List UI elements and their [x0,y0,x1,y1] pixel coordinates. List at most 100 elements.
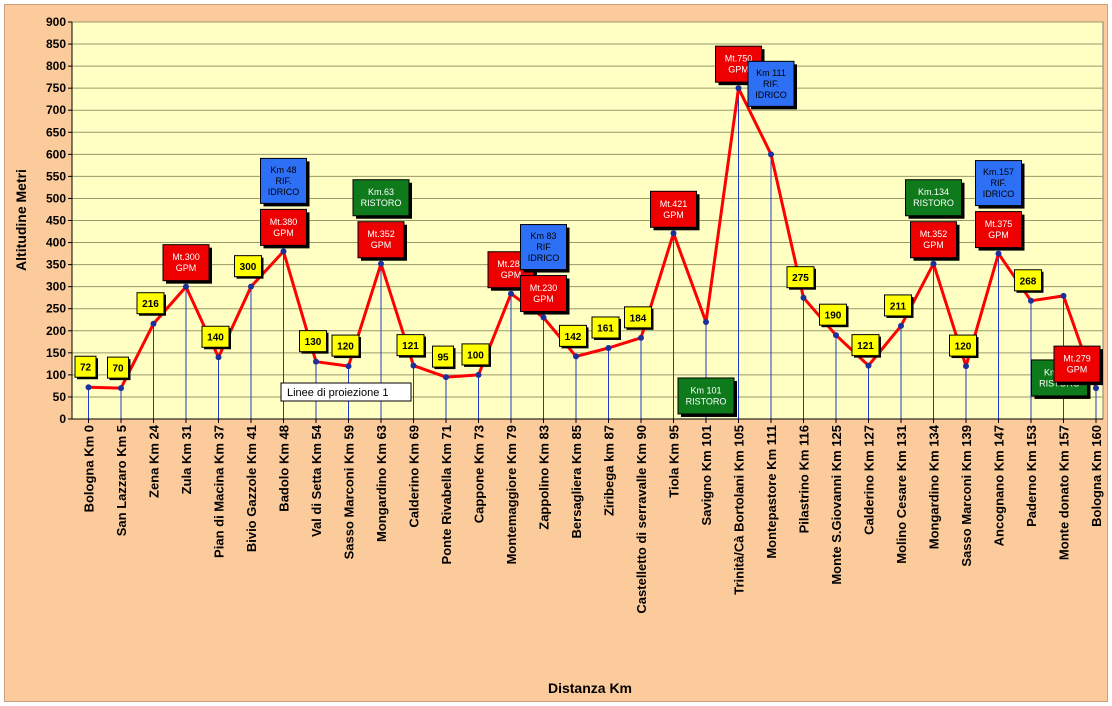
y-tick-label: 150 [46,346,66,360]
x-tick-label: Badolo Km 48 [277,425,292,512]
value-label-box [559,324,587,347]
x-tick-label: Mongardino Km 134 [927,424,942,549]
annotation-text: GPM [663,210,684,220]
value-label-box [591,316,620,339]
value-label-text: 121 [857,341,874,352]
annotation-box [260,208,307,246]
annotation-text: GPM [273,228,294,238]
annotation-text: Km 111 [756,68,786,78]
x-tick-label: Tiola Km 95 [667,425,682,498]
value-label-box [624,306,652,329]
value-label-box [396,334,425,357]
annotation-text: GPM [501,270,522,280]
y-tick-label: 300 [46,280,66,294]
data-point [378,260,384,267]
annotation-text: Mt.380 [270,217,298,227]
value-label: 140 [201,325,231,350]
annotation-text: RISTORO [913,198,954,208]
y-tick-label: 550 [46,169,66,183]
x-tick-label: Montemaggiore Km 79 [504,425,519,564]
value-label: 121 [396,334,426,358]
data-point [638,334,644,341]
value-label-box [201,325,230,348]
value-label-box [432,345,454,368]
value-label-text: 268 [1020,276,1037,287]
x-tick-label: Sasso Marconi Km 139 [959,425,974,567]
value-label: 190 [819,303,849,328]
x-tick-label: Zula Km 31 [179,425,194,494]
y-tick-label: 500 [46,191,66,205]
value-label: 268 [1014,269,1044,293]
annotation-box [747,60,795,107]
value-label-text: 130 [305,337,322,348]
data-point [215,354,222,361]
data-point [605,344,612,351]
annotation-text: Km.63 [368,187,394,197]
annotation-text: Mt.279 [1063,354,1091,364]
x-tick-label: Mongardino Km 63 [374,425,389,542]
value-label-text: 190 [825,311,842,322]
annotation-box [352,179,410,217]
y-tick-label: 600 [46,147,66,161]
x-axis-title: Distanza Km [548,680,632,696]
data-point [995,250,1002,257]
annotation-text: GPM [533,294,554,304]
x-tick-label: Bivio Gazzole Km 41 [244,425,259,552]
annotation-text: Km 101 [690,385,721,395]
x-tick-label: Sasso Marconi Km 59 [342,425,357,559]
value-labels: 72 70 216 140 300 130 120 121 95 100 142 161 184 275 1… [74,255,1044,381]
value-label-box [234,255,262,278]
x-tick-label: Calderino Km 69 [407,425,422,528]
annotation-text: Km.134 [918,187,949,197]
data-point [313,358,319,365]
value-label: 95 [432,345,456,370]
data-point [1093,385,1099,392]
data-point [833,332,839,339]
y-tick-label: 200 [46,324,66,338]
value-label-box [136,292,165,315]
data-point [573,353,579,360]
annotation-box [1053,345,1101,383]
value-label-box [884,294,912,317]
data-point [118,385,124,392]
data-point [703,318,709,325]
annotation-text: Mt.750 [725,54,753,64]
annotation-text: GPM [371,240,392,250]
data-point [865,362,872,369]
annotation-text: Mt.352 [367,229,395,239]
value-label-text: 70 [112,364,124,375]
y-tick-label: 50 [53,390,67,404]
y-axis: 0 50 100 150 200 250 300 350 400 450 500 550 600 650 7… [46,15,73,426]
annotation-text: GPM [728,65,749,75]
value-label: 275 [786,266,816,290]
value-label-box [299,330,327,353]
value-label-box [74,355,97,378]
annotation-text: IDRICO [983,189,1015,199]
y-tick-label: 850 [46,37,66,51]
annotation-box [677,377,735,415]
x-axis: Bologna Km 0 San Lazzaro Km 5 Zena Km 24 Zu… [72,418,1104,614]
x-tick-label: Calderino Km 127 [862,425,877,535]
annotation-text: Km 48 [270,165,296,175]
annotation-box [650,190,697,228]
x-tick-label: Zena Km 24 [147,424,162,498]
annotation-box [520,275,567,313]
tooltip-box [280,382,412,402]
x-tick-label: Monte donato Km 157 [1057,425,1072,560]
value-label: 100 [461,343,491,367]
x-tick-label: Zappolino Km 83 [537,425,552,530]
data-point [345,363,352,370]
value-label-box [819,303,847,326]
data-point [475,371,482,378]
value-label-text: 300 [240,262,257,273]
value-label: 300 [234,255,264,279]
